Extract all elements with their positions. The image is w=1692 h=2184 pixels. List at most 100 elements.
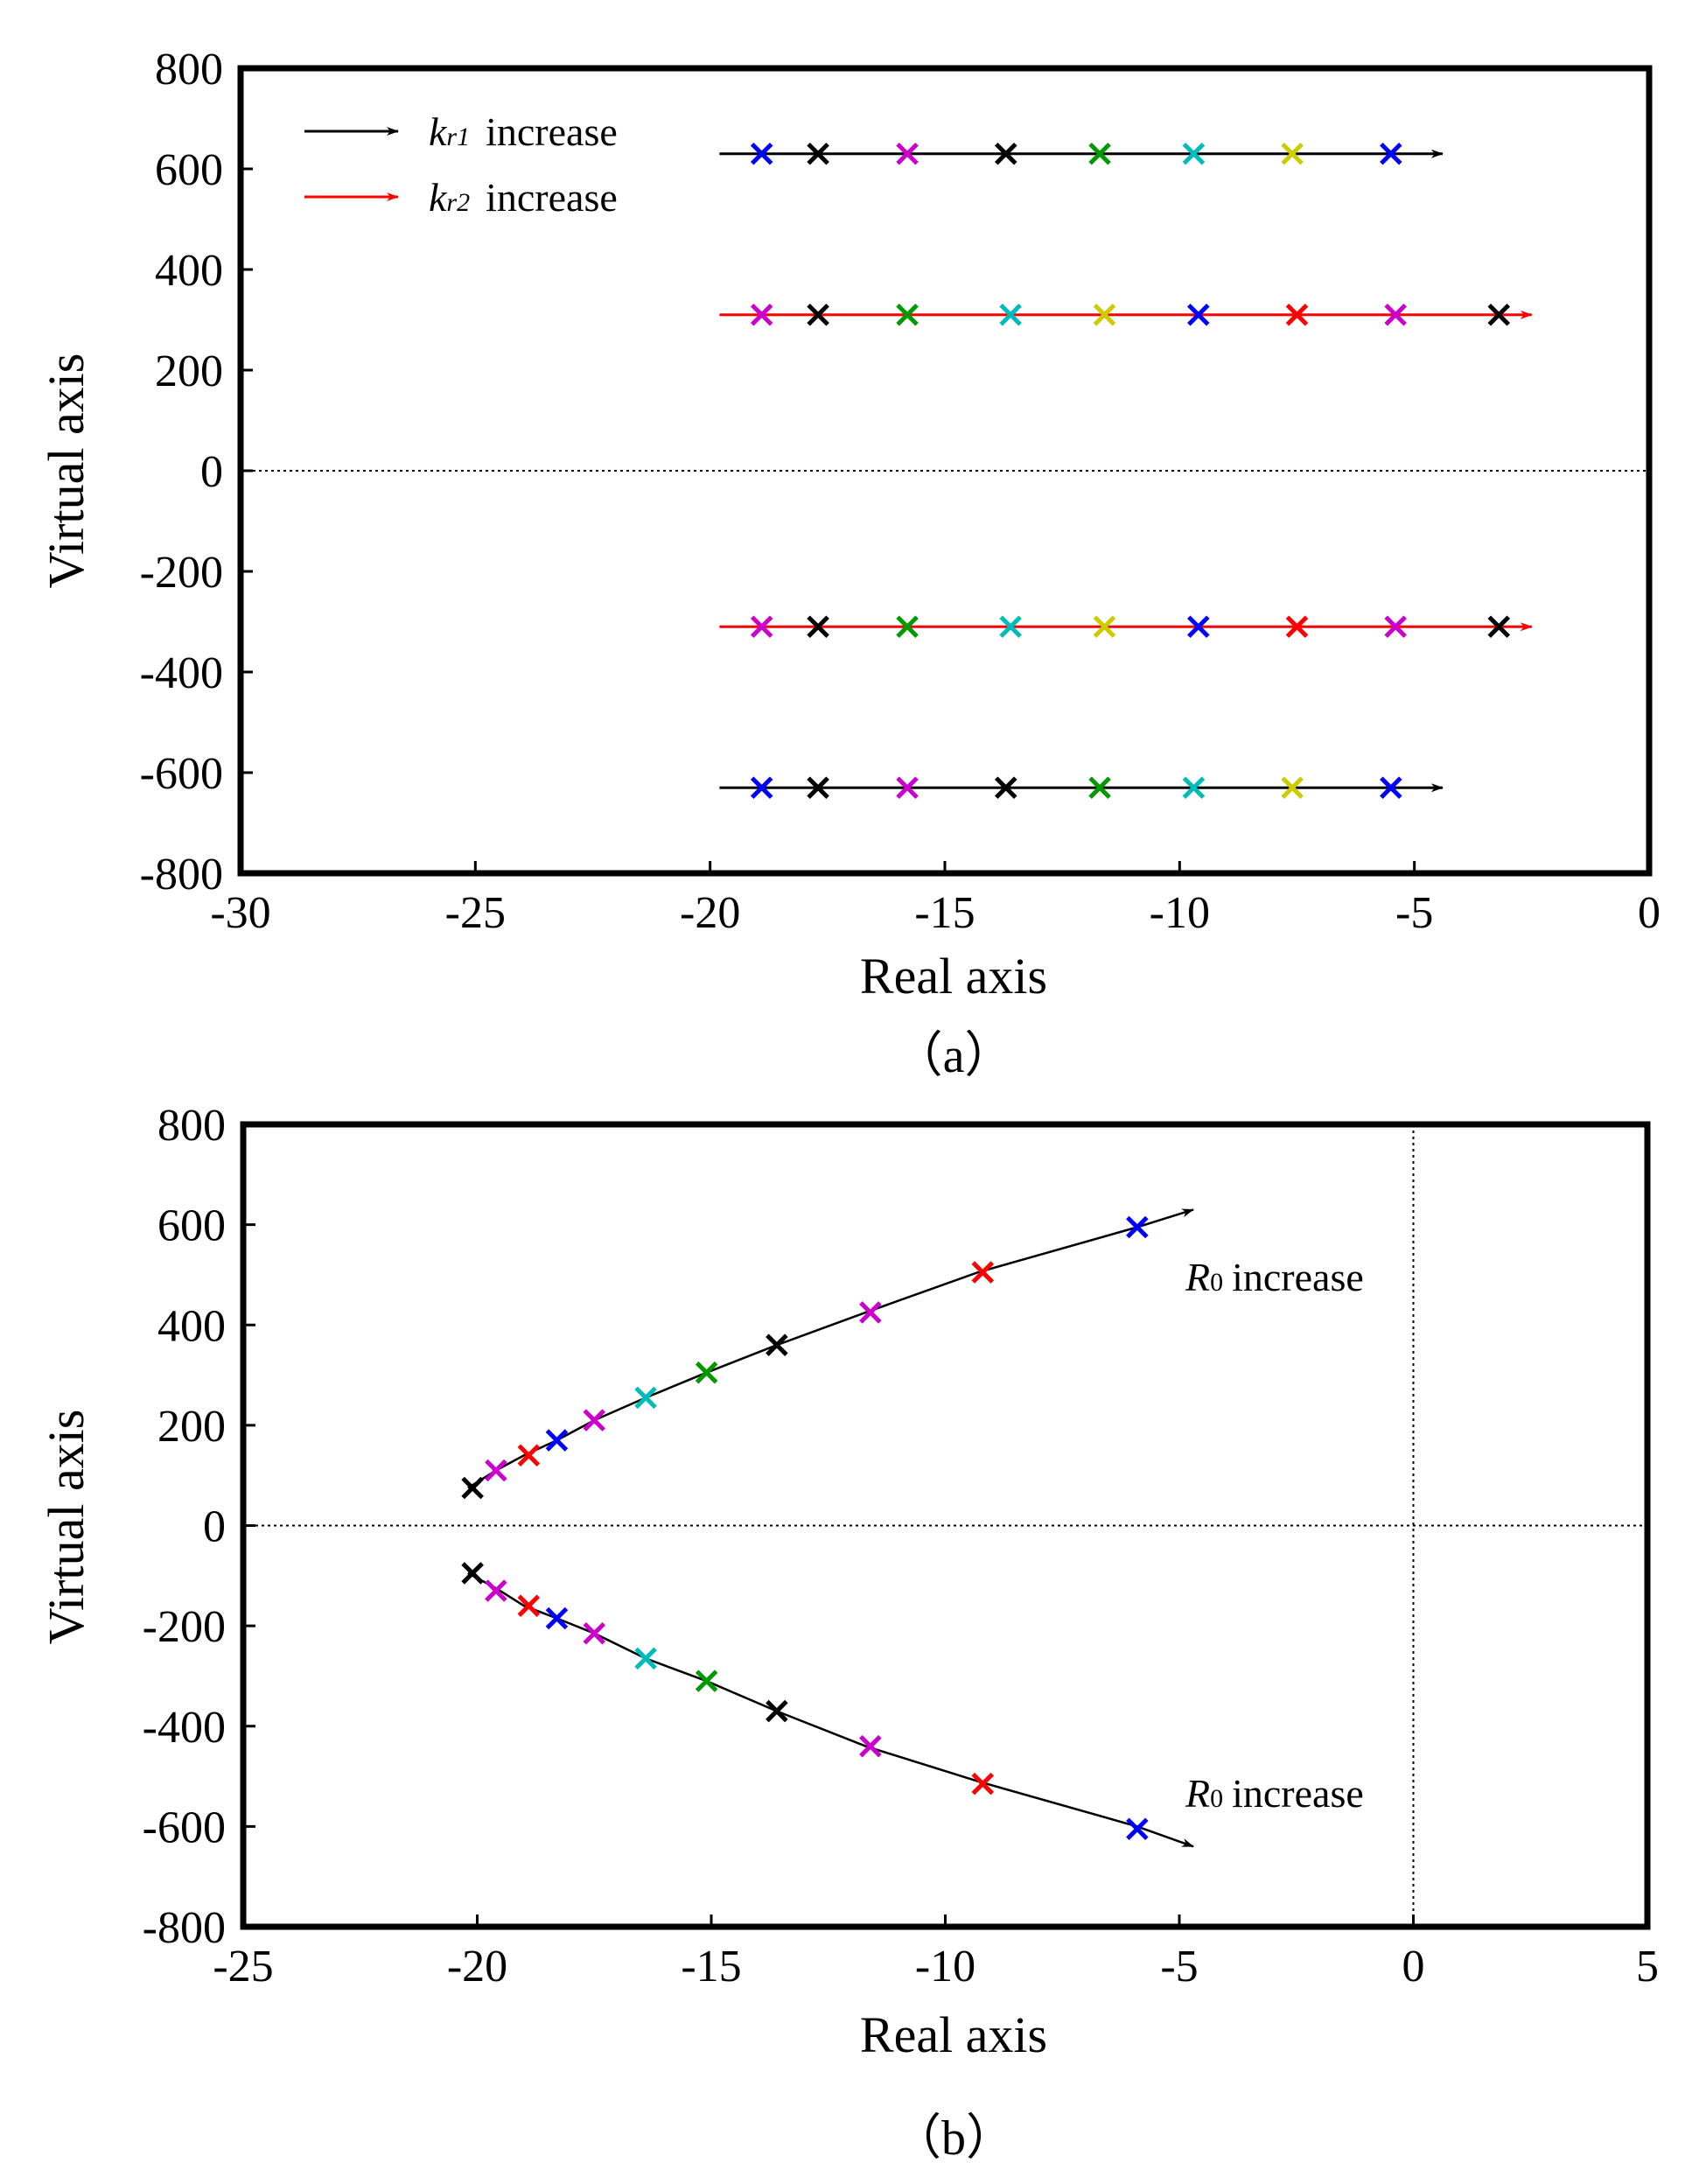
data-point-marker (1093, 303, 1116, 326)
y-tick-label: -200 (143, 1602, 226, 1652)
legend-label-kr2: kr2 increase (429, 175, 618, 220)
data-point-marker (807, 142, 829, 165)
data-point-marker (545, 1606, 569, 1630)
data-point-marker (1088, 776, 1111, 800)
panel-a-caption: （a） (894, 1029, 1014, 1083)
data-point-marker (807, 776, 829, 800)
panel-b-reference-lines (243, 1124, 1647, 1927)
y-tick-label: 600 (155, 145, 223, 195)
data-point-marker (517, 1444, 541, 1467)
data-point-marker (1126, 1817, 1149, 1841)
x-tick-label: -10 (1150, 888, 1210, 938)
data-point-marker (1384, 303, 1407, 326)
data-point-marker (971, 1261, 995, 1284)
x-tick-label: -5 (1395, 888, 1433, 938)
y-tick-label: 200 (155, 346, 223, 396)
data-point-marker (807, 615, 829, 639)
panel-b-y-axis-title: Virtual axis (38, 1410, 94, 1645)
data-point-marker (859, 1301, 882, 1324)
x-tick-label: -15 (681, 1942, 741, 1992)
data-point-marker (1384, 615, 1407, 639)
data-point-marker (896, 776, 919, 800)
y-tick-label: 600 (157, 1201, 226, 1251)
panel-b: -25 -20 -15 -10 -5 0 5 800 600 400 200 0 -200 -400 -60… (38, 1101, 1659, 2166)
x-tick-label: -5 (1160, 1942, 1198, 1992)
data-point-marker (896, 303, 919, 326)
panel-a-ticks: -30 -25 -20 -15 -10 -5 0 800 600 400 200 0 -200 -400 -… (140, 45, 1661, 938)
panel-a: -30 -25 -20 -15 -10 -5 0 800 600 400 200 0 -200 -400 -… (38, 45, 1661, 1083)
data-point-marker (461, 1476, 484, 1500)
x-tick-label: -30 (210, 888, 270, 938)
x-tick-label: -20 (447, 1942, 507, 1992)
data-point-marker (1182, 142, 1206, 165)
y-tick-label: -200 (140, 548, 223, 598)
data-point-marker (1380, 776, 1402, 800)
y-tick-label: 800 (155, 45, 223, 94)
data-point-marker (1285, 303, 1309, 326)
y-tick-label: -400 (143, 1703, 226, 1753)
data-point-marker (994, 776, 1017, 800)
data-point-marker (766, 1699, 788, 1723)
data-point-marker (1187, 615, 1210, 639)
data-point-marker (583, 1409, 606, 1432)
y-tick-label: 400 (155, 246, 223, 296)
x-tick-label: -25 (445, 888, 506, 938)
data-point-marker (634, 1386, 657, 1410)
data-point-marker (750, 776, 773, 800)
series-curve-line (467, 1572, 1194, 1848)
series-curve-line (467, 1208, 1194, 1489)
x-tick-label: 0 (1402, 1942, 1425, 1992)
data-point-marker (1487, 615, 1511, 639)
panel-b-ticks: -25 -20 -15 -10 -5 0 5 800 600 400 200 0 -200 -400 -60… (143, 1101, 1659, 1992)
panel-b-caption: （b） (892, 2111, 1015, 2166)
data-point-marker (807, 303, 829, 326)
y-tick-label: -400 (140, 648, 223, 698)
x-tick-label: -20 (680, 888, 740, 938)
data-point-marker (896, 142, 919, 165)
panel-b-series (461, 1208, 1194, 1848)
x-tick-label: -25 (213, 1942, 273, 1992)
data-point-marker (994, 142, 1017, 165)
legend-label-kr1: kr1 increase (429, 109, 618, 154)
x-tick-label: -15 (914, 888, 975, 938)
panel-a-series (719, 142, 1533, 800)
data-point-marker (695, 1361, 718, 1384)
y-tick-label: 200 (157, 1402, 226, 1452)
panel-a-y-axis-title: Virtual axis (38, 354, 94, 589)
y-tick-label: -600 (143, 1802, 226, 1852)
data-point-marker (999, 615, 1022, 639)
annotation-r0-lower: R0 increase (1185, 1771, 1364, 1816)
data-point-marker (1182, 776, 1206, 800)
data-point-marker (750, 303, 773, 326)
data-point-marker (750, 142, 773, 165)
panel-b-x-axis-title: Real axis (860, 2006, 1047, 2063)
data-point-marker (750, 615, 773, 639)
x-tick-label: 5 (1636, 1942, 1659, 1992)
data-point-marker (1487, 303, 1511, 326)
data-point-marker (999, 303, 1022, 326)
data-point-marker (545, 1429, 569, 1452)
y-tick-label: -800 (143, 1903, 226, 1953)
data-point-marker (896, 615, 919, 639)
data-point-marker (971, 1772, 995, 1796)
data-point-marker (1093, 615, 1116, 639)
data-point-marker (695, 1670, 718, 1692)
data-point-marker (485, 1579, 507, 1602)
data-point-marker (1281, 776, 1304, 800)
panel-a-x-axis-title: Real axis (860, 948, 1047, 1004)
data-point-marker (859, 1734, 882, 1758)
y-tick-label: 800 (157, 1101, 226, 1151)
data-point-marker (583, 1621, 606, 1645)
data-point-marker (485, 1459, 507, 1482)
data-point-marker (1187, 303, 1210, 326)
data-point-marker (766, 1334, 788, 1356)
y-tick-label: 0 (203, 1502, 226, 1552)
data-point-marker (1088, 142, 1111, 165)
y-tick-label: -600 (140, 749, 223, 799)
data-point-marker (1126, 1215, 1149, 1239)
data-point-marker (461, 1562, 484, 1585)
data-point-marker (517, 1594, 541, 1617)
data-point-marker (1380, 142, 1402, 165)
